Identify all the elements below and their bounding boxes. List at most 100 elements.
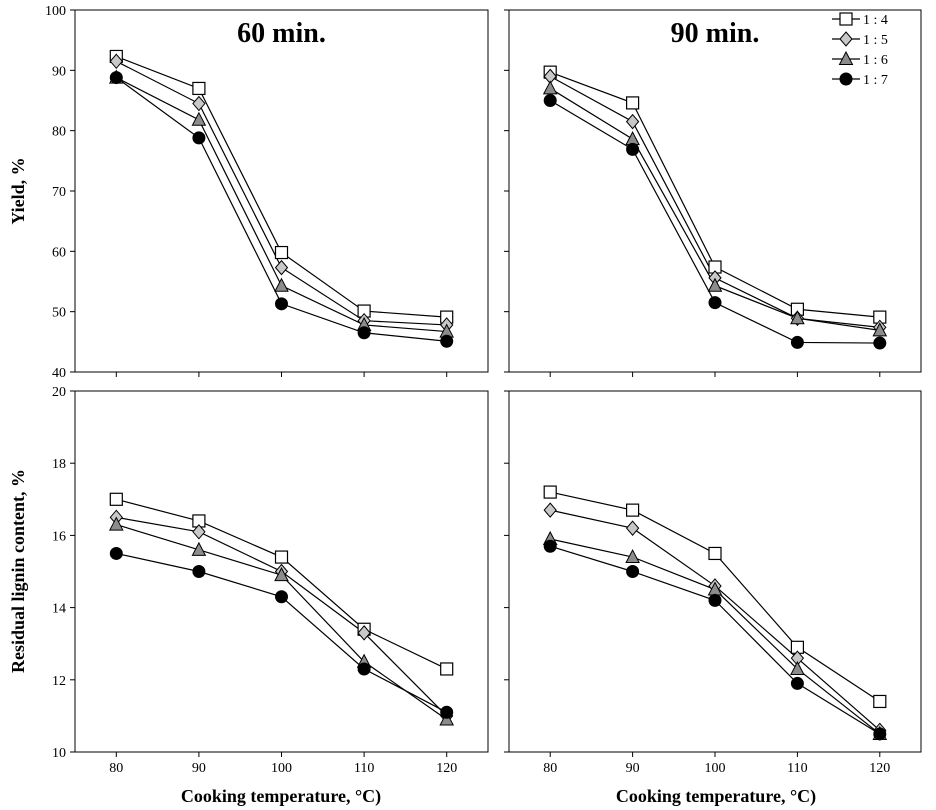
left-x-axis-title: Cooking temperature, °C)	[181, 786, 381, 807]
y-tick-label: 50	[52, 306, 66, 321]
data-point-series-4	[543, 94, 557, 107]
data-point-series-3	[625, 548, 640, 564]
data-point-series-2	[274, 259, 289, 276]
y-tick-label: 20	[52, 385, 66, 400]
x-tick-label: 110	[787, 761, 807, 776]
y-tick-label: 40	[52, 366, 66, 381]
x-tick-label: 90	[626, 761, 640, 776]
data-point-series-1	[708, 546, 722, 561]
data-point-series-1	[543, 485, 557, 499]
x-tick-label: 80	[109, 761, 123, 776]
top-y-axis-title: Yield, %	[8, 157, 28, 224]
data-point-series-3	[542, 80, 558, 95]
data-point-series-1	[440, 662, 454, 676]
data-point-series-2	[357, 625, 371, 641]
data-point-series-4	[543, 539, 557, 553]
data-point-series-1	[192, 81, 206, 96]
legend-label: 1 : 4	[863, 13, 888, 28]
bottom-y-axis-title: Residual lignin content, %	[8, 469, 28, 673]
data-point-series-3	[274, 277, 289, 292]
series-line-3	[549, 87, 880, 331]
data-point-series-2	[543, 502, 557, 518]
data-point-series-3	[108, 516, 124, 531]
data-point-series-4	[708, 593, 722, 607]
x-tick-label: 80	[543, 761, 557, 776]
y-tick-label: 16	[52, 529, 66, 544]
legend-label: 1 : 5	[863, 33, 888, 48]
data-point-series-3	[625, 131, 640, 146]
data-point-series-4	[873, 727, 887, 741]
series-line-3	[116, 77, 447, 333]
data-point-series-4	[275, 590, 288, 604]
x-tick-label: 90	[192, 761, 206, 776]
data-point-series-2	[109, 53, 123, 70]
data-point-series-2	[192, 524, 206, 540]
legend-marker	[839, 12, 853, 26]
data-point-series-3	[707, 277, 723, 292]
data-point-series-2	[625, 520, 640, 536]
data-point-series-1	[274, 550, 289, 564]
panel-yield-60: 40 50 60 70 80 90 100 60 min.	[45, 4, 489, 381]
panel-lignin-90: 80 90 100 110 120	[504, 390, 922, 776]
y-tick-label: 10	[52, 746, 66, 761]
data-point-series-4	[790, 676, 804, 690]
data-point-series-1	[625, 503, 640, 517]
data-point-series-1	[625, 96, 640, 110]
panel-yield-90: 90 min. 1 : 4 1 : 5 1 : 6 1 : 7	[504, 9, 922, 377]
y-tick-label: 12	[52, 674, 66, 689]
legend-marker	[838, 50, 854, 65]
data-point-series-4	[873, 336, 887, 350]
data-point-series-4	[357, 662, 371, 676]
data-point-series-4	[626, 565, 640, 578]
panel-title: 90 min.	[671, 18, 760, 49]
data-point-series-1	[274, 245, 289, 260]
data-point-series-4	[790, 335, 804, 349]
data-point-series-2	[625, 113, 640, 130]
data-point-series-2	[192, 95, 206, 112]
data-point-series-3	[191, 541, 207, 556]
data-point-series-1	[109, 492, 123, 506]
y-tick-label: 14	[52, 602, 66, 617]
data-point-series-4	[440, 334, 454, 348]
panel-lignin-60: 10 12 14 16 18 20 80 90 100 110 120	[52, 385, 489, 776]
data-point-series-1	[873, 694, 887, 709]
plot-frame	[508, 390, 922, 753]
legend-label: 1 : 7	[863, 73, 888, 88]
x-tick-label: 110	[354, 761, 374, 776]
plot-frame	[508, 9, 922, 373]
data-point-series-3	[872, 322, 888, 337]
data-point-series-4	[708, 296, 722, 310]
y-tick-label: 70	[52, 185, 66, 200]
data-point-series-4	[275, 297, 288, 311]
data-point-series-4	[192, 565, 206, 578]
x-tick-label: 120	[436, 761, 457, 776]
legend-label: 1 : 6	[863, 53, 888, 68]
y-tick-label: 100	[45, 4, 66, 19]
data-point-series-4	[626, 142, 640, 156]
data-point-series-4	[440, 705, 454, 719]
data-point-series-4	[109, 546, 123, 560]
legend-marker	[839, 72, 853, 86]
series-line-2	[550, 509, 881, 731]
data-point-series-3	[274, 567, 289, 582]
legend-marker	[839, 31, 853, 47]
panel-title: 60 min.	[237, 18, 326, 49]
data-point-series-3	[790, 310, 805, 325]
y-tick-label: 18	[52, 457, 66, 472]
series-line-1	[116, 498, 447, 670]
data-point-series-4	[192, 131, 206, 145]
x-tick-label: 100	[705, 761, 726, 776]
y-tick-label: 60	[52, 245, 66, 260]
series-line-3	[550, 538, 881, 735]
y-tick-label: 90	[52, 64, 66, 79]
series-line-4	[550, 545, 881, 735]
y-tick-label: 80	[52, 125, 66, 140]
right-x-axis-title: Cooking temperature, °C)	[616, 786, 816, 807]
data-point-series-3	[191, 111, 207, 126]
x-tick-label: 100	[271, 761, 292, 776]
data-point-series-4	[109, 71, 123, 85]
x-tick-label: 120	[869, 761, 890, 776]
data-point-series-4	[357, 326, 371, 340]
data-point-series-3	[790, 660, 805, 675]
